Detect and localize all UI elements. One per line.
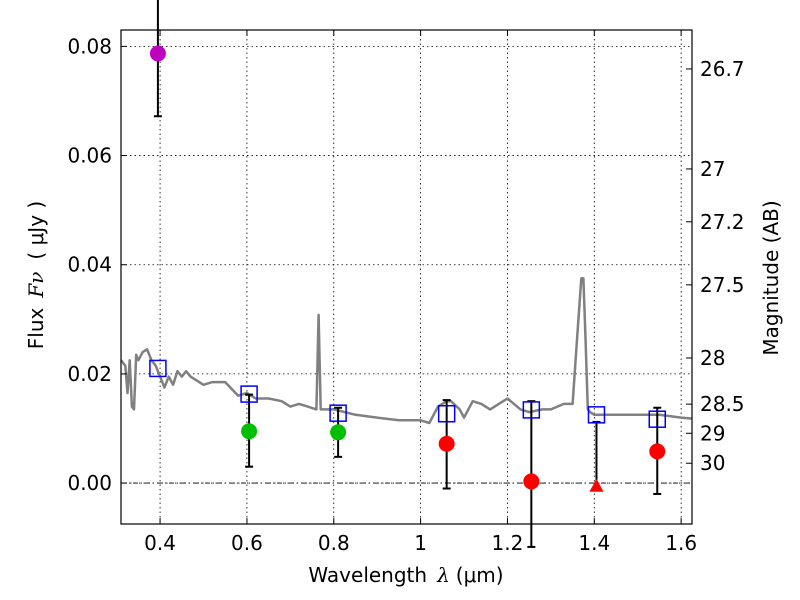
y2-tick-label: 29 — [700, 421, 725, 445]
y2-tick-label: 27.5 — [700, 273, 745, 297]
x-tick-label: 1.2 — [492, 531, 524, 555]
y-axis-label: FluxFν( μJy ) — [24, 201, 48, 349]
observed-flux-point — [330, 424, 347, 441]
x-tick-label: 0.8 — [318, 531, 350, 555]
observed-flux-point — [523, 473, 540, 490]
x-tick-label: 1.6 — [665, 531, 697, 555]
y2-tick-label: 27.2 — [700, 210, 745, 234]
model-band-square — [329, 404, 347, 422]
y-tick-label: 0.08 — [67, 34, 112, 58]
plot-frame — [120, 29, 693, 525]
y-tick-label: 0.06 — [67, 144, 112, 168]
y-tick-label: 0.02 — [67, 362, 112, 386]
tick-labels: 0.4 0.6 0.8 1 1.2 1.4 1.6 0.00 0.02 0.04 0.06 0.08 2… — [67, 34, 744, 555]
model-band-square — [149, 359, 167, 378]
observed-flux-point — [438, 435, 455, 452]
observed-flux-point — [241, 423, 258, 440]
y2-tick-label: 30 — [700, 451, 725, 475]
y-tick-label: 0.04 — [67, 253, 112, 277]
observed-flux-point — [149, 45, 166, 62]
x-tick-label: 0.6 — [231, 531, 263, 555]
x-tick-label: 0.4 — [144, 531, 176, 555]
y2-tick-label: 28.5 — [700, 392, 745, 416]
observed-points — [149, 45, 666, 492]
axis-ticks — [121, 30, 692, 524]
model-band-square — [522, 401, 541, 419]
y2-axis-label: Magnitude (AB) — [759, 200, 783, 355]
x-tick-label: 1.4 — [578, 531, 610, 555]
model-band-square — [648, 410, 667, 428]
model-band-square — [240, 385, 258, 403]
y-tick-label: 0.00 — [67, 471, 112, 495]
upper-limit-triangle — [589, 478, 604, 492]
grid-lines — [121, 30, 692, 524]
y2-tick-label: 27 — [700, 157, 725, 181]
x-axis-label: Wavelength λ (μm) — [308, 563, 503, 587]
model-band-points — [149, 359, 667, 428]
observed-flux-point — [649, 443, 666, 460]
model-band-square — [587, 406, 606, 424]
y2-tick-label: 26.7 — [700, 57, 745, 81]
y2-tick-label: 28 — [700, 346, 725, 370]
x-tick-label: 1 — [414, 531, 427, 555]
model-band-square — [437, 404, 456, 423]
